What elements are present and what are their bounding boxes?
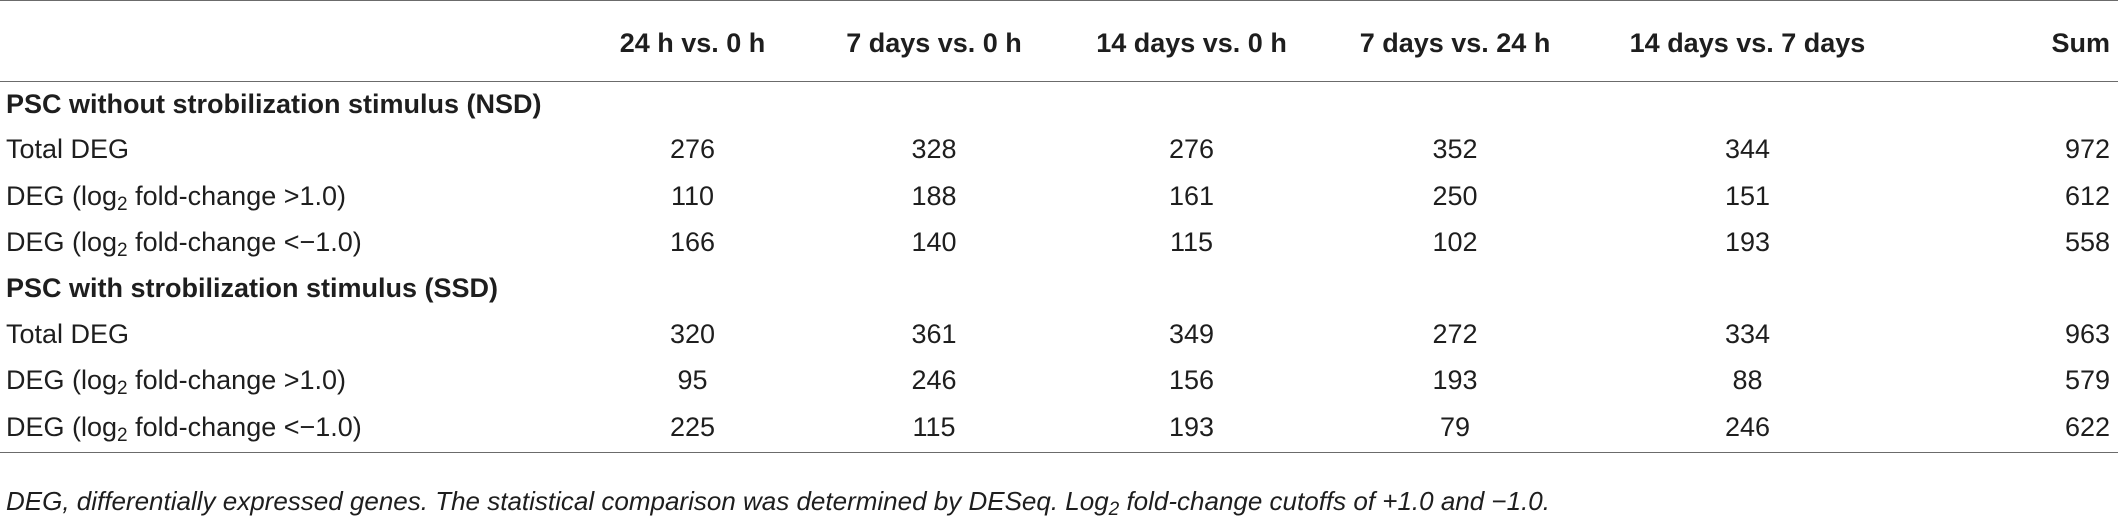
table-cell-sum: 622 xyxy=(1905,404,2118,453)
deg-table-container: 24 h vs. 0 h 7 days vs. 0 h 14 days vs. … xyxy=(0,0,2118,453)
table-cell: 276 xyxy=(1168,134,1215,165)
table-cell: 151 xyxy=(1724,180,1771,211)
table-cell-sum: 612 xyxy=(2064,180,2110,211)
row-label: Total DEG xyxy=(6,134,130,165)
table-cell: 361 xyxy=(911,318,957,349)
table-row: DEG (log2 fold-change <−1.0) 225 115 193… xyxy=(0,404,2118,453)
table-row: Total DEG 320 361 349 272 334 963 xyxy=(0,311,2118,358)
table-cell-sum: 963 xyxy=(2064,318,2110,349)
table-cell-sum: 579 xyxy=(2064,365,2110,396)
header-cell-14d-vs-0h: 14 days vs. 0 h xyxy=(1063,0,1320,82)
row-label: DEG (log2 fold-change <−1.0) xyxy=(6,227,362,262)
table-cell-sum: 972 xyxy=(2064,134,2110,165)
table-cell-sum: 558 xyxy=(2064,227,2110,258)
table-cell: 328 xyxy=(911,134,957,165)
table-cell: 115 xyxy=(1169,227,1214,258)
header-cell-14d-vs-7d: 14 days vs. 7 days xyxy=(1590,0,1905,82)
table-cell: 246 xyxy=(1590,404,1905,453)
table-cell: 352 xyxy=(1432,134,1478,165)
table-cell: 250 xyxy=(1432,180,1478,211)
table-row: DEG (log2 fold-change >1.0) 95 246 156 1… xyxy=(0,358,2118,405)
table-row: DEG (log2 fold-change >1.0) 110 188 161 … xyxy=(0,173,2118,220)
row-label: DEG (log2 fold-change >1.0) xyxy=(6,365,347,400)
table-cell: 115 xyxy=(805,404,1063,453)
table-cell: 88 xyxy=(1732,365,1763,396)
table-header-row: 24 h vs. 0 h 7 days vs. 0 h 14 days vs. … xyxy=(0,0,2118,82)
table-cell: 246 xyxy=(911,365,957,396)
table-cell: 193 xyxy=(1063,404,1320,453)
table-cell: 161 xyxy=(1168,180,1215,211)
table-cell: 272 xyxy=(1432,318,1478,349)
table-cell: 193 xyxy=(1432,365,1478,396)
table-cell: 166 xyxy=(669,227,716,258)
header-cell-7d-vs-24h: 7 days vs. 24 h xyxy=(1320,0,1590,82)
table-cell: 79 xyxy=(1320,404,1590,453)
table-body: PSC without strobilization stimulus (NSD… xyxy=(0,82,2118,453)
header-cell-sum: Sum xyxy=(1905,0,2118,82)
header-cell-label xyxy=(0,0,580,82)
section-row-nsd: PSC without strobilization stimulus (NSD… xyxy=(0,82,2118,127)
table-cell: 140 xyxy=(911,227,957,258)
table-cell: 95 xyxy=(677,365,708,396)
header-cell-7d-vs-0h: 7 days vs. 0 h xyxy=(805,0,1063,82)
table-row: Total DEG 276 328 276 352 344 972 xyxy=(0,127,2118,174)
table-cell: 193 xyxy=(1724,227,1771,258)
section-title: PSC with strobilization stimulus (SSD) xyxy=(6,273,499,303)
table-cell: 334 xyxy=(1724,318,1771,349)
table-footnote: DEG, differentially expressed genes. The… xyxy=(6,486,1550,520)
table-row: DEG (log2 fold-change <−1.0) 166 140 115… xyxy=(0,220,2118,267)
table-cell: 349 xyxy=(1168,318,1215,349)
row-label: Total DEG xyxy=(6,318,130,349)
table-cell: 156 xyxy=(1168,365,1215,396)
table-cell: 188 xyxy=(911,180,957,211)
row-label: DEG (log2 fold-change >1.0) xyxy=(6,180,347,215)
row-label: DEG (log2 fold-change <−1.0) xyxy=(0,404,580,453)
table-cell: 110 xyxy=(670,180,715,211)
table-cell: 276 xyxy=(669,134,716,165)
section-title: PSC without strobilization stimulus (NSD… xyxy=(6,88,542,119)
section-row-ssd: PSC with strobilization stimulus (SSD) xyxy=(0,266,2118,311)
table-cell: 102 xyxy=(1432,227,1478,258)
table-cell: 225 xyxy=(580,404,805,453)
header-cell-24h-vs-0h: 24 h vs. 0 h xyxy=(580,0,805,82)
deg-table: 24 h vs. 0 h 7 days vs. 0 h 14 days vs. … xyxy=(0,0,2118,453)
table-cell: 344 xyxy=(1724,134,1771,165)
table-cell: 320 xyxy=(669,318,716,349)
